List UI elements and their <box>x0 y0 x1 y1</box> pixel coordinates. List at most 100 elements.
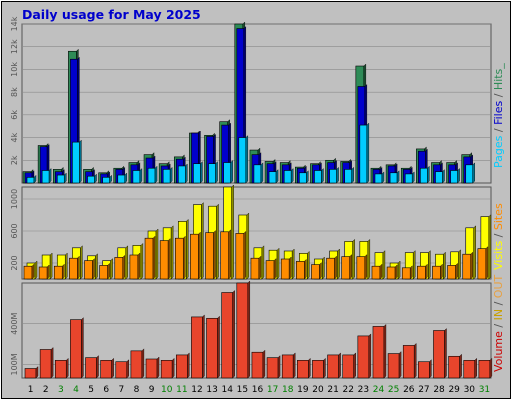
hits-bar-pages <box>329 169 337 184</box>
volume-bar-volume <box>266 357 279 379</box>
x-tick-label: 7 <box>118 385 124 395</box>
hits-bar-pages-side <box>124 172 127 184</box>
legend-entry: Files <box>492 101 505 125</box>
volume-ytick-label: 400M <box>10 313 19 335</box>
volume-bar-volume <box>387 353 400 379</box>
hits-bar-pages <box>450 170 458 184</box>
hits-bar-pages <box>87 175 95 184</box>
hits-bar-pages <box>435 171 443 184</box>
volume-bar-volume <box>54 360 67 379</box>
visits-bar-sites-side <box>455 262 458 280</box>
hits-bar-pages-side <box>336 166 339 184</box>
visits-bar-sites-side <box>334 255 337 280</box>
visits-bar-sites <box>265 260 275 280</box>
volume-bar-volume <box>100 360 112 379</box>
volume-bar-volume <box>236 282 249 379</box>
volume-bar-volume-side <box>353 352 356 379</box>
legend-entry: _ <box>492 63 505 70</box>
legend-entry: / <box>492 298 505 309</box>
visits-bar-visits-side <box>291 248 295 280</box>
volume-bar-volume <box>433 330 445 379</box>
hits-bar-pages-side <box>169 166 173 184</box>
visits-bar-sites <box>432 265 441 280</box>
visits-bar-visits-side <box>110 258 113 280</box>
volume-bar-volume-side <box>368 333 372 379</box>
hits-bar-pages <box>389 172 398 184</box>
x-tick-label: 30 <box>464 385 476 395</box>
hits-bar-pages-side <box>396 170 400 184</box>
legend-entry: IN <box>492 309 505 320</box>
hits-bar-pages <box>238 137 247 184</box>
visits-bar-visits-side <box>413 250 416 280</box>
visits-bar-sites-side <box>167 238 171 280</box>
visits-bar-sites-side <box>485 246 489 280</box>
x-tick-label: 12 <box>191 385 202 395</box>
visits-bar-visits-side <box>352 238 355 280</box>
visits-bar-visits-side <box>488 214 492 280</box>
volume-bar-volume-side <box>141 348 145 379</box>
x-tick-label: 27 <box>418 385 429 395</box>
x-tick-label: 20 <box>312 385 324 395</box>
legend-entry: / <box>492 125 505 136</box>
hits-bar-pages-side <box>321 168 324 184</box>
x-tick-label: 21 <box>327 385 338 395</box>
hits-bar-pages <box>56 174 65 184</box>
x-tick-label: 28 <box>433 385 445 395</box>
hits-bar-pages-side <box>427 165 430 184</box>
x-tick-label: 22 <box>343 385 354 395</box>
visits-ytick-label: 1000 <box>10 189 19 209</box>
legend-entry: / <box>492 90 505 101</box>
hits-bar-pages-side <box>351 166 354 184</box>
volume-bar-volume <box>418 361 430 379</box>
hits-bar-pages-side <box>200 161 203 184</box>
chart-title: Daily usage for May 2025 <box>22 7 201 22</box>
visits-bar-sites-side <box>137 252 141 280</box>
volume-bar-volume <box>372 326 385 379</box>
volume-bar-volume-side <box>292 352 296 379</box>
visits-bar-sites-side <box>183 235 186 280</box>
x-tick-label: 3 <box>58 385 64 395</box>
visits-bar-sites <box>99 265 108 280</box>
hits-bar-pages-side <box>230 160 233 184</box>
x-tick-label: 18 <box>282 385 294 395</box>
x-tick-label: 26 <box>403 385 415 395</box>
hits-bar-pages <box>359 124 368 184</box>
visits-bar-visits-side <box>276 247 280 280</box>
volume-bar-volume <box>327 354 339 379</box>
volume-bar-volume-side <box>96 355 99 379</box>
hits-bar-pages-side <box>48 168 52 184</box>
volume-bar-volume <box>357 335 370 379</box>
hits-bar-pages-side <box>381 171 385 184</box>
visits-bar-sites-side <box>364 254 368 280</box>
x-tick-label: 19 <box>297 385 309 395</box>
visits-bar-visits-side <box>140 242 144 280</box>
visits-bar-sites-side <box>288 256 292 280</box>
x-tick-label: 2 <box>43 385 49 395</box>
visits-bar-sites-side <box>107 262 110 280</box>
volume-bar-volume-side <box>398 351 402 379</box>
hits-ytick-label: 10k <box>10 62 19 77</box>
visits-bar-visits-side <box>367 238 371 280</box>
legend-entry: Volume <box>492 331 505 372</box>
volume-bar-volume <box>402 345 415 379</box>
volume-bar-volume <box>145 358 158 379</box>
legend-entry: Sites <box>492 203 505 230</box>
volume-bar-volume <box>24 368 37 379</box>
visits-bar-sites <box>53 265 63 280</box>
visits-bar-visits-side <box>49 252 53 280</box>
hits-bar-pages <box>253 164 262 184</box>
volume-bar-volume-side <box>444 328 447 379</box>
visits-bar-visits-side <box>261 245 265 280</box>
legend-entry: / <box>492 230 505 241</box>
volume-bar-volume <box>463 360 476 379</box>
visits-bar-sites-side <box>379 263 383 280</box>
x-tick-label: 8 <box>134 385 140 395</box>
hits-bar-pages-side <box>442 169 445 184</box>
visits-bar-sites <box>311 264 320 280</box>
visits-bar-sites <box>417 265 426 280</box>
visits-bar-sites-side <box>46 264 50 280</box>
visits-bar-visits-side <box>201 202 204 280</box>
hits-bar-pages-side <box>154 165 158 184</box>
hits-bar-pages-side <box>412 171 415 184</box>
hits-ytick-label: 6k <box>10 110 19 120</box>
